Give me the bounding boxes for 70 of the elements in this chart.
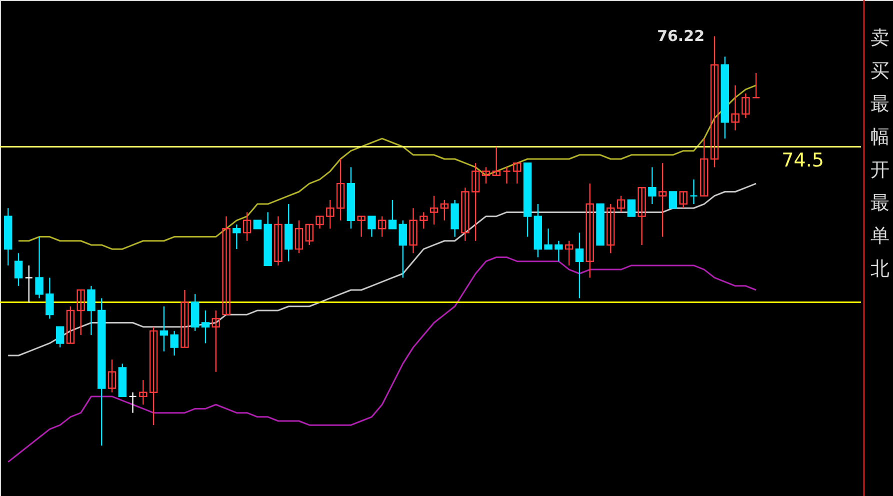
candlestick bbox=[742, 92, 750, 119]
candlestick bbox=[502, 166, 511, 184]
candlestick bbox=[378, 216, 386, 238]
candlestick bbox=[35, 236, 44, 299]
candlestick bbox=[492, 146, 500, 176]
text: 北 bbox=[870, 258, 890, 280]
candlestick bbox=[482, 166, 490, 184]
candlestick bbox=[222, 216, 230, 316]
candlestick bbox=[616, 195, 626, 213]
candlestick bbox=[139, 379, 148, 406]
text: 最 bbox=[870, 93, 890, 115]
candlestick bbox=[242, 212, 252, 242]
candlestick bbox=[160, 306, 168, 352]
candlestick bbox=[24, 264, 33, 303]
candlestick bbox=[731, 84, 740, 131]
candlestick bbox=[212, 310, 220, 372]
candlestick bbox=[87, 285, 96, 336]
candlestick bbox=[66, 306, 75, 344]
candlestick bbox=[690, 178, 698, 205]
candlestick bbox=[627, 199, 636, 217]
candlestick bbox=[128, 392, 137, 414]
candlestick bbox=[420, 212, 428, 230]
text: 买 bbox=[870, 60, 890, 82]
candlestick bbox=[461, 187, 470, 242]
candlestick bbox=[554, 240, 563, 262]
candlestick bbox=[46, 277, 54, 320]
candlestick bbox=[638, 187, 646, 246]
candlestick bbox=[326, 199, 334, 230]
candlestick bbox=[564, 240, 574, 266]
candlestick bbox=[305, 224, 314, 246]
candlestick bbox=[336, 158, 345, 222]
candlestick bbox=[658, 162, 667, 238]
candlestick bbox=[232, 224, 241, 250]
candlestick bbox=[752, 72, 760, 98]
text: 单 bbox=[870, 225, 890, 247]
candlestick bbox=[357, 216, 366, 238]
annotation: 76.22 bbox=[657, 27, 705, 46]
candlestick bbox=[180, 289, 189, 348]
text: 幅 bbox=[870, 126, 890, 148]
candlestick bbox=[544, 228, 552, 250]
candlestick bbox=[316, 216, 324, 230]
candlestick bbox=[108, 358, 116, 393]
candlestick bbox=[648, 166, 656, 205]
candlestick bbox=[513, 162, 522, 184]
candlestick bbox=[606, 203, 615, 254]
text: 开 bbox=[870, 159, 890, 181]
candlestick bbox=[700, 138, 708, 196]
text: 74.5 bbox=[782, 150, 824, 172]
candlestick bbox=[575, 232, 584, 299]
candlestick bbox=[170, 330, 178, 356]
candlestick bbox=[471, 162, 480, 242]
candlestick bbox=[368, 216, 376, 238]
candlestick bbox=[76, 289, 85, 336]
candlestick bbox=[14, 252, 23, 287]
candlestick bbox=[201, 310, 210, 344]
text: 最 bbox=[870, 192, 890, 214]
candlestick bbox=[388, 199, 397, 230]
candlestick bbox=[274, 216, 282, 266]
candlestick bbox=[430, 195, 438, 226]
candlestick bbox=[440, 199, 449, 222]
candlestick bbox=[149, 326, 158, 426]
candlestick bbox=[586, 182, 594, 278]
candlestick bbox=[668, 191, 678, 209]
candlestick bbox=[398, 220, 407, 278]
candlestick bbox=[710, 36, 719, 168]
text: 卖 bbox=[870, 27, 890, 49]
candlestick bbox=[294, 220, 304, 254]
candlestick bbox=[679, 191, 688, 209]
candlestick bbox=[409, 208, 418, 254]
candlestick bbox=[56, 326, 64, 348]
